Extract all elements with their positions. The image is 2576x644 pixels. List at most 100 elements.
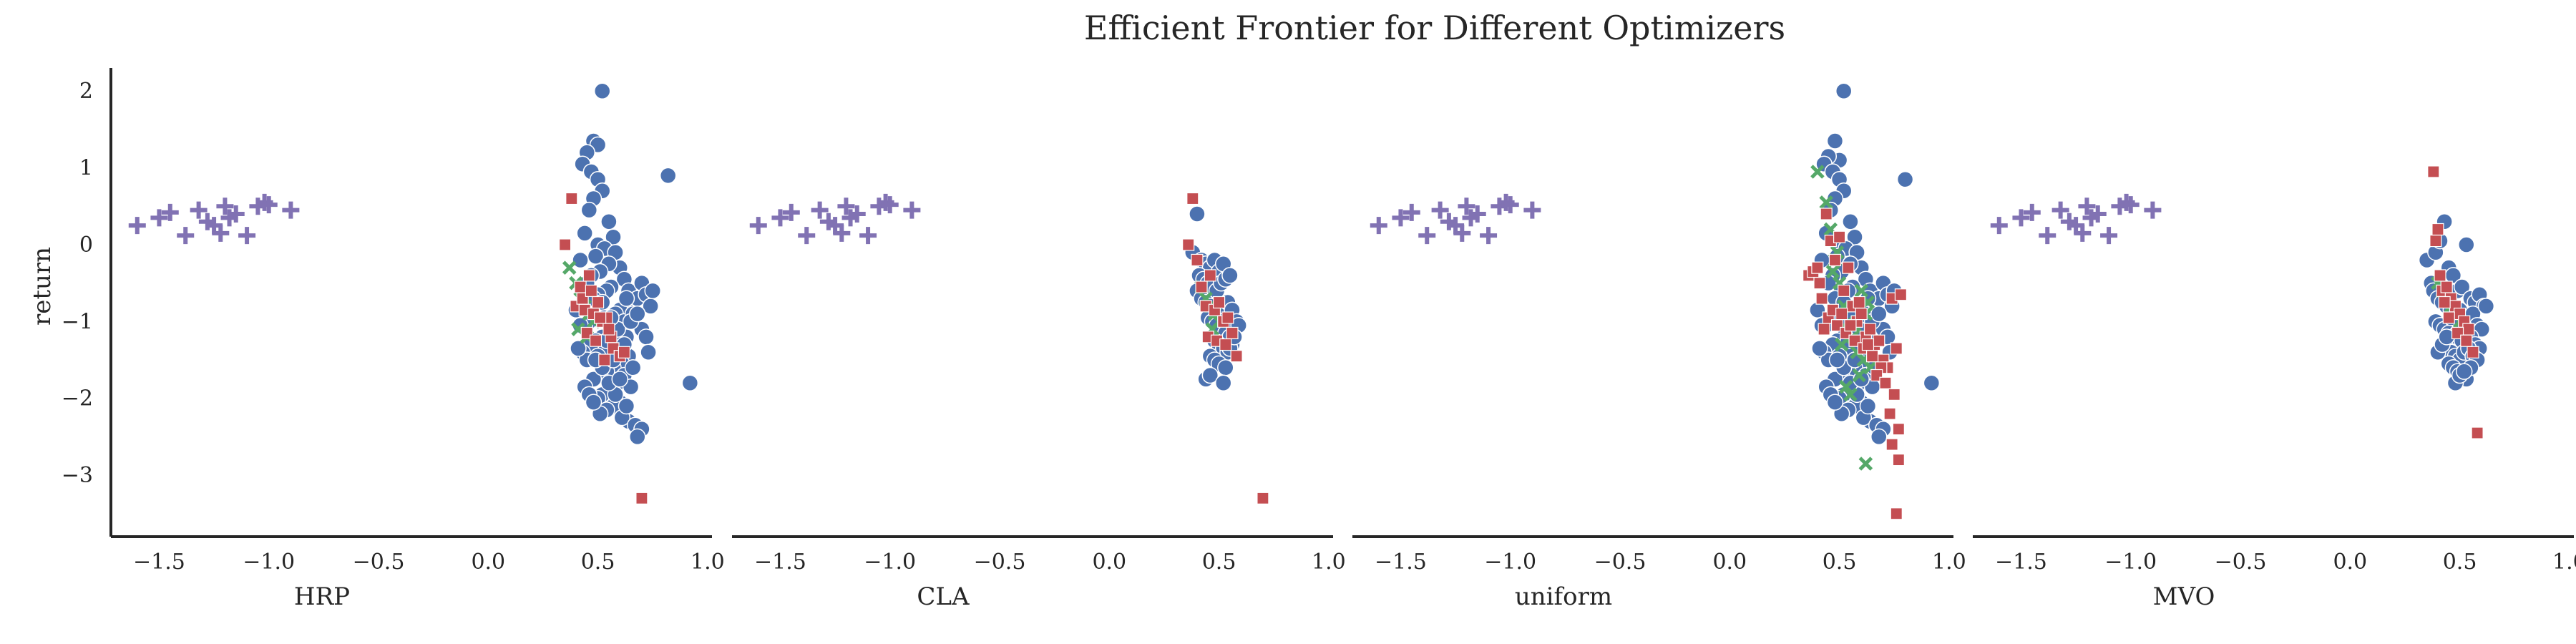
point-plus: [1431, 201, 1449, 219]
point-square: [2467, 346, 2479, 358]
point-square: [1257, 492, 1269, 504]
x-tick-label: 0.0: [471, 550, 505, 575]
point-plus: [1501, 196, 1519, 214]
x-tick-label: 0.0: [1092, 550, 1126, 575]
point-cross: [562, 260, 577, 275]
series-circle: [567, 82, 699, 446]
x-axis-label: MVO: [2153, 582, 2215, 611]
point-plus: [282, 201, 300, 219]
point-square: [1226, 326, 1239, 340]
x-tick-label: −0.5: [1594, 550, 1646, 575]
point-square: [1842, 261, 1855, 274]
x-tick-label: −1.5: [754, 550, 806, 575]
point-square: [1879, 376, 1892, 389]
point-square: [1818, 323, 1830, 336]
point-circle: [2455, 363, 2473, 380]
point-plus: [2078, 197, 2096, 215]
point-square: [1182, 238, 1195, 251]
point-plus: [128, 217, 146, 235]
point-plus: [848, 205, 866, 223]
point-circle: [1811, 340, 1828, 357]
x-tick-label: −1.0: [864, 550, 916, 575]
x-tick-label: 0.5: [1202, 550, 1236, 575]
point-square: [1811, 261, 1824, 274]
point-plus: [161, 203, 179, 221]
point-plus: [1453, 224, 1471, 242]
x-tick-label: 1.0: [691, 550, 725, 575]
x-tick-label: 0.5: [581, 550, 615, 575]
series-plus: [128, 193, 300, 245]
y-tick-label: −2: [62, 386, 93, 411]
point-square: [2440, 280, 2453, 293]
point-circle: [640, 343, 657, 361]
point-plus: [1370, 217, 1387, 235]
x-tick-label: 0.0: [1712, 550, 1747, 575]
point-circle: [1189, 205, 1206, 223]
point-square: [1892, 423, 1905, 436]
point-cross: [1858, 457, 1873, 471]
point-square: [1833, 230, 1846, 243]
y-tick-label: 1: [79, 156, 93, 181]
point-circle: [638, 328, 655, 346]
point-circle: [580, 201, 598, 219]
point-circle: [2477, 298, 2495, 315]
x-axis-label: CLA: [917, 582, 970, 611]
point-plus: [859, 227, 877, 245]
y-tick-label: 0: [79, 233, 93, 258]
point-square: [1195, 280, 1208, 293]
point-circle: [570, 340, 587, 357]
point-plus: [1990, 217, 2008, 235]
point-circle: [659, 167, 677, 185]
point-plus: [2122, 196, 2140, 214]
point-circle: [1859, 397, 1877, 415]
point-square: [1815, 292, 1828, 305]
point-square: [1863, 323, 1877, 336]
point-square: [1813, 277, 1826, 290]
x-tick-label: −0.5: [353, 550, 405, 575]
panel-CLA: −1.5 −1.0 −0.5 0.0 0.5 1.0 CLA: [732, 192, 1346, 611]
series-square: [1182, 192, 1269, 504]
point-square: [2431, 223, 2444, 236]
point-circle: [624, 359, 642, 376]
point-circle: [1201, 366, 1219, 384]
point-circle: [1826, 132, 1844, 150]
point-cross: [1854, 283, 1869, 298]
point-plus: [1392, 209, 1410, 227]
point-circle: [2453, 278, 2471, 296]
point-circle: [587, 248, 605, 265]
panel-MVO: −1.5 −1.0 −0.5 0.0 0.5 1.0 MVO: [1973, 165, 2576, 611]
point-cross: [1852, 368, 1866, 383]
point-circle: [1826, 394, 1844, 411]
x-tick-label: −0.5: [974, 550, 1026, 575]
point-square: [2442, 311, 2455, 324]
point-square: [1892, 454, 1905, 467]
point-square: [574, 280, 587, 293]
point-plus: [1480, 227, 1498, 245]
point-circle: [681, 374, 699, 391]
point-plus: [881, 196, 899, 214]
point-plus: [903, 201, 921, 219]
point-square: [2462, 323, 2475, 336]
x-tick-label: −1.5: [133, 550, 185, 575]
y-tick-label: 2: [79, 79, 93, 104]
x-tick-label: 0.5: [1823, 550, 1857, 575]
series-square: [2427, 165, 2484, 439]
point-plus: [2051, 201, 2069, 219]
point-circle: [1214, 374, 1232, 391]
point-plus: [150, 209, 168, 227]
point-plus: [798, 227, 816, 245]
series-plus: [1990, 193, 2162, 245]
point-square: [2460, 334, 2473, 347]
point-plus: [1468, 205, 1486, 223]
point-cross: [1810, 165, 1825, 179]
x-tick-label: −1.0: [1484, 550, 1536, 575]
point-circle: [1842, 213, 1859, 230]
chart-title: Efficient Frontier for Different Optimiz…: [1084, 9, 1785, 47]
point-circle: [1221, 267, 1239, 284]
point-circle: [644, 282, 661, 300]
series-square: [1802, 208, 1908, 520]
series-square: [558, 192, 648, 504]
point-circle: [1870, 428, 1888, 446]
x-tick-label: −1.0: [2104, 550, 2157, 575]
point-circle: [611, 371, 628, 388]
